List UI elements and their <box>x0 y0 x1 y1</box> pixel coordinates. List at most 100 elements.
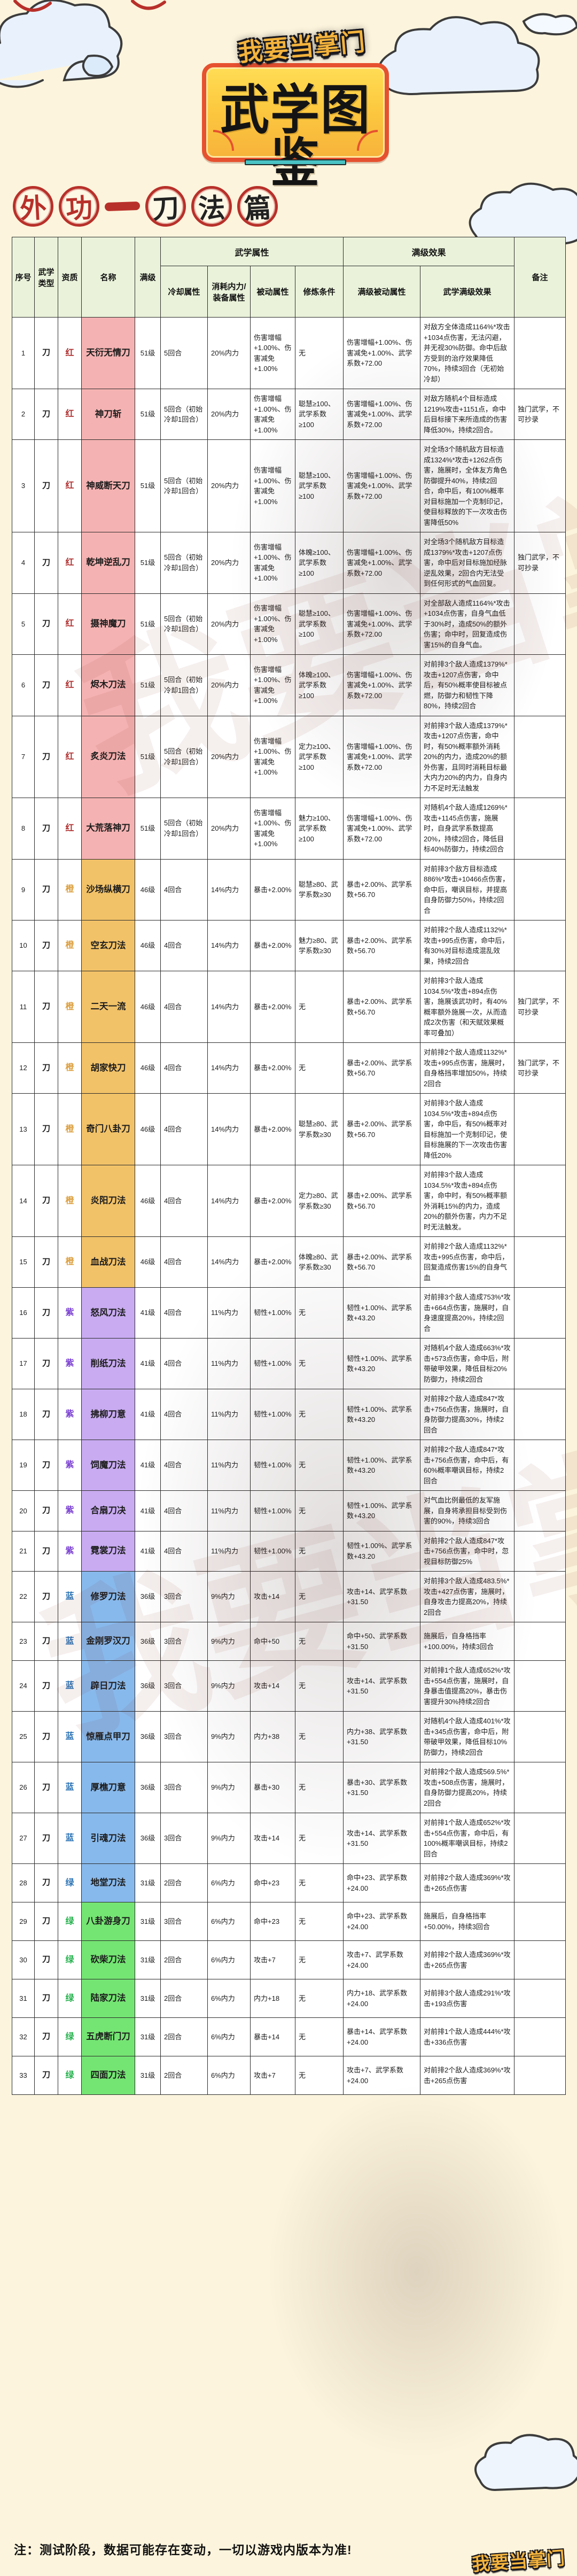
quality-cell: 蓝 <box>58 1571 82 1622</box>
cell-max-passive: 暴击+30、武学系数+31.50 <box>343 1762 421 1813</box>
cell-max-passive: 攻击+14、武学系数+31.50 <box>343 1571 421 1622</box>
name-cell: 怒风刀法 <box>81 1287 135 1339</box>
cell-remark <box>514 1622 566 1661</box>
cell-cost: 9%内力 <box>207 1660 251 1712</box>
header-type: 武学类型 <box>34 237 58 318</box>
cell-max-effect: 对前排3个敌人造成1379%*攻击+1207点伤害，命中后，有50%概率使目标被… <box>420 654 515 716</box>
cell-max-passive: 攻击+7、武学系数+24.00 <box>343 1940 421 1979</box>
cell-max-level: 36级 <box>135 1622 161 1661</box>
quality-cell: 红 <box>58 593 82 655</box>
cell-cooldown: 3回合 <box>160 1622 208 1661</box>
cell-no: 6 <box>12 654 35 716</box>
header-condition: 修炼条件 <box>294 266 344 318</box>
cell-type: 刀 <box>34 715 58 798</box>
name-cell: 胡家快刀 <box>81 1042 135 1094</box>
cell-no: 5 <box>12 593 35 655</box>
cell-condition: 体魄≥100、武学系数≥100 <box>294 532 344 594</box>
cell-condition: 无 <box>294 1389 344 1440</box>
quality-cell: 橙 <box>58 920 82 971</box>
cell-max-level: 36级 <box>135 1762 161 1813</box>
name-cell: 地堂刀法 <box>81 1863 135 1902</box>
cell-cost: 9%内力 <box>207 1571 251 1622</box>
cell-type: 刀 <box>34 1711 58 1762</box>
cell-max-passive: 韧性+1.00%、武学系数+43.20 <box>343 1287 421 1339</box>
table-row: 29 刀 绿 八卦游身刀 31级 3回合 6%内力 命中+23 无 命中+23、… <box>12 1902 566 1941</box>
cell-remark <box>514 439 566 532</box>
name-cell: 烬木刀法 <box>81 654 135 716</box>
cell-condition: 无 <box>294 971 344 1043</box>
table-header: 序号 武学类型 资质 名称 满级 武学属性 满级效果 备注 冷却属性 消耗内力/… <box>12 237 566 318</box>
cell-passive: 暴击+2.00% <box>250 920 295 971</box>
cell-no: 19 <box>12 1440 35 1491</box>
cell-type: 刀 <box>34 1287 58 1339</box>
quality-cell: 绿 <box>58 1979 82 2018</box>
cell-no: 27 <box>12 1813 35 1864</box>
cell-no: 14 <box>12 1165 35 1237</box>
table-row: 5 刀 红 摄神魔刀 51级 5回合（初始冷却1回合） 20%内力 伤害增幅+1… <box>12 593 566 655</box>
cell-max-passive: 韧性+1.00%、武学系数+43.20 <box>343 1389 421 1440</box>
quality-cell: 橙 <box>58 1093 82 1165</box>
cell-no: 2 <box>12 389 35 440</box>
cell-condition: 无 <box>294 1762 344 1813</box>
cell-type: 刀 <box>34 439 58 532</box>
martial-table: 序号 武学类型 资质 名称 满级 武学属性 满级效果 备注 冷却属性 消耗内力/… <box>12 237 566 2095</box>
martial-table-wrap: 序号 武学类型 资质 名称 满级 武学属性 满级效果 备注 冷却属性 消耗内力/… <box>12 237 566 2095</box>
cell-remark <box>514 2056 566 2095</box>
cell-remark <box>514 1571 566 1622</box>
cell-max-level: 41级 <box>135 1530 161 1572</box>
header-cooldown: 冷却属性 <box>160 266 208 318</box>
cell-type: 刀 <box>34 920 58 971</box>
cell-remark: 独门武学，不可抄录 <box>514 389 566 440</box>
table-row: 33 刀 绿 四面刀法 31级 2回合 6%内力 攻击+7 无 攻击+7、武学系… <box>12 2056 566 2095</box>
cell-remark <box>514 1490 566 1531</box>
name-cell: 合扇刀决 <box>81 1490 135 1531</box>
cell-cost: 20%内力 <box>207 654 251 716</box>
cell-max-level: 51级 <box>135 798 161 860</box>
cell-type: 刀 <box>34 858 58 920</box>
cell-cooldown: 3回合 <box>160 1902 208 1941</box>
cell-max-effect: 施展后，自身格挡率+100.00%，持续3回合 <box>420 1622 515 1661</box>
name-cell: 引魂刀法 <box>81 1813 135 1864</box>
table-row: 12 刀 橙 胡家快刀 46级 4回合 14%内力 暴击+2.00% 无 暴击+… <box>12 1042 566 1094</box>
cell-max-passive: 伤害增幅+1.00%、伤害减免+1.00%、武学系数+72.00 <box>343 798 421 860</box>
cell-cooldown: 4回合 <box>160 1287 208 1339</box>
cell-cooldown: 4回合 <box>160 1093 208 1165</box>
stamp-pian: 篇 <box>236 185 279 228</box>
cell-cooldown: 4回合 <box>160 1490 208 1531</box>
cell-condition: 无 <box>294 1530 344 1572</box>
cell-condition: 无 <box>294 2017 344 2056</box>
cell-type: 刀 <box>34 1165 58 1237</box>
cell-remark <box>514 1389 566 1440</box>
header-name: 名称 <box>81 237 135 318</box>
cell-remark <box>514 1338 566 1389</box>
cell-passive: 韧性+1.00% <box>250 1440 295 1491</box>
cell-max-passive: 暴击+2.00%、武学系数+56.70 <box>343 1165 421 1237</box>
cell-remark <box>514 1863 566 1902</box>
cell-condition: 聪慧≥80、武学系数≥30 <box>294 1093 344 1165</box>
cell-max-level: 41级 <box>135 1338 161 1389</box>
cell-max-effect: 对敌方随机4个目标造成1219%攻击+1151点，命中后目标接下来所造成的伤害降… <box>420 389 515 440</box>
cell-passive: 暴击+2.00% <box>250 1236 295 1288</box>
name-cell: 修罗刀法 <box>81 1571 135 1622</box>
quality-cell: 绿 <box>58 1863 82 1902</box>
cell-no: 7 <box>12 715 35 798</box>
cell-condition: 定力≥100、武学系数≥100 <box>294 715 344 798</box>
cell-cooldown: 5回合（初始冷却1回合） <box>160 532 208 594</box>
cell-cooldown: 2回合 <box>160 2056 208 2095</box>
cell-max-level: 46级 <box>135 1165 161 1237</box>
table-row: 20 刀 紫 合扇刀决 41级 4回合 11%内力 韧性+1.00% 无 韧性+… <box>12 1490 566 1531</box>
quality-cell: 紫 <box>58 1490 82 1531</box>
header-group-attrs: 武学属性 <box>160 237 344 266</box>
cell-condition: 魅力≥100、武学系数≥100 <box>294 798 344 860</box>
cell-passive: 伤害增幅+1.00%、伤害减免+1.00% <box>250 798 295 860</box>
table-row: 6 刀 红 烬木刀法 51级 5回合（初始冷却1回合） 20%内力 伤害增幅+1… <box>12 654 566 716</box>
cell-cooldown: 5回合（初始冷却1回合） <box>160 593 208 655</box>
cell-passive: 伤害增幅+1.00%、伤害减免+1.00% <box>250 439 295 532</box>
cell-max-passive: 伤害增幅+1.00%、伤害减免+1.00%、武学系数+72.00 <box>343 439 421 532</box>
cell-max-passive: 韧性+1.00%、武学系数+43.20 <box>343 1440 421 1491</box>
cell-cooldown: 4回合 <box>160 920 208 971</box>
cell-passive: 韧性+1.00% <box>250 1389 295 1440</box>
cell-max-level: 51级 <box>135 715 161 798</box>
cell-passive: 伤害增幅+1.00%、伤害减免+1.00% <box>250 389 295 440</box>
cell-passive: 韧性+1.00% <box>250 1287 295 1339</box>
